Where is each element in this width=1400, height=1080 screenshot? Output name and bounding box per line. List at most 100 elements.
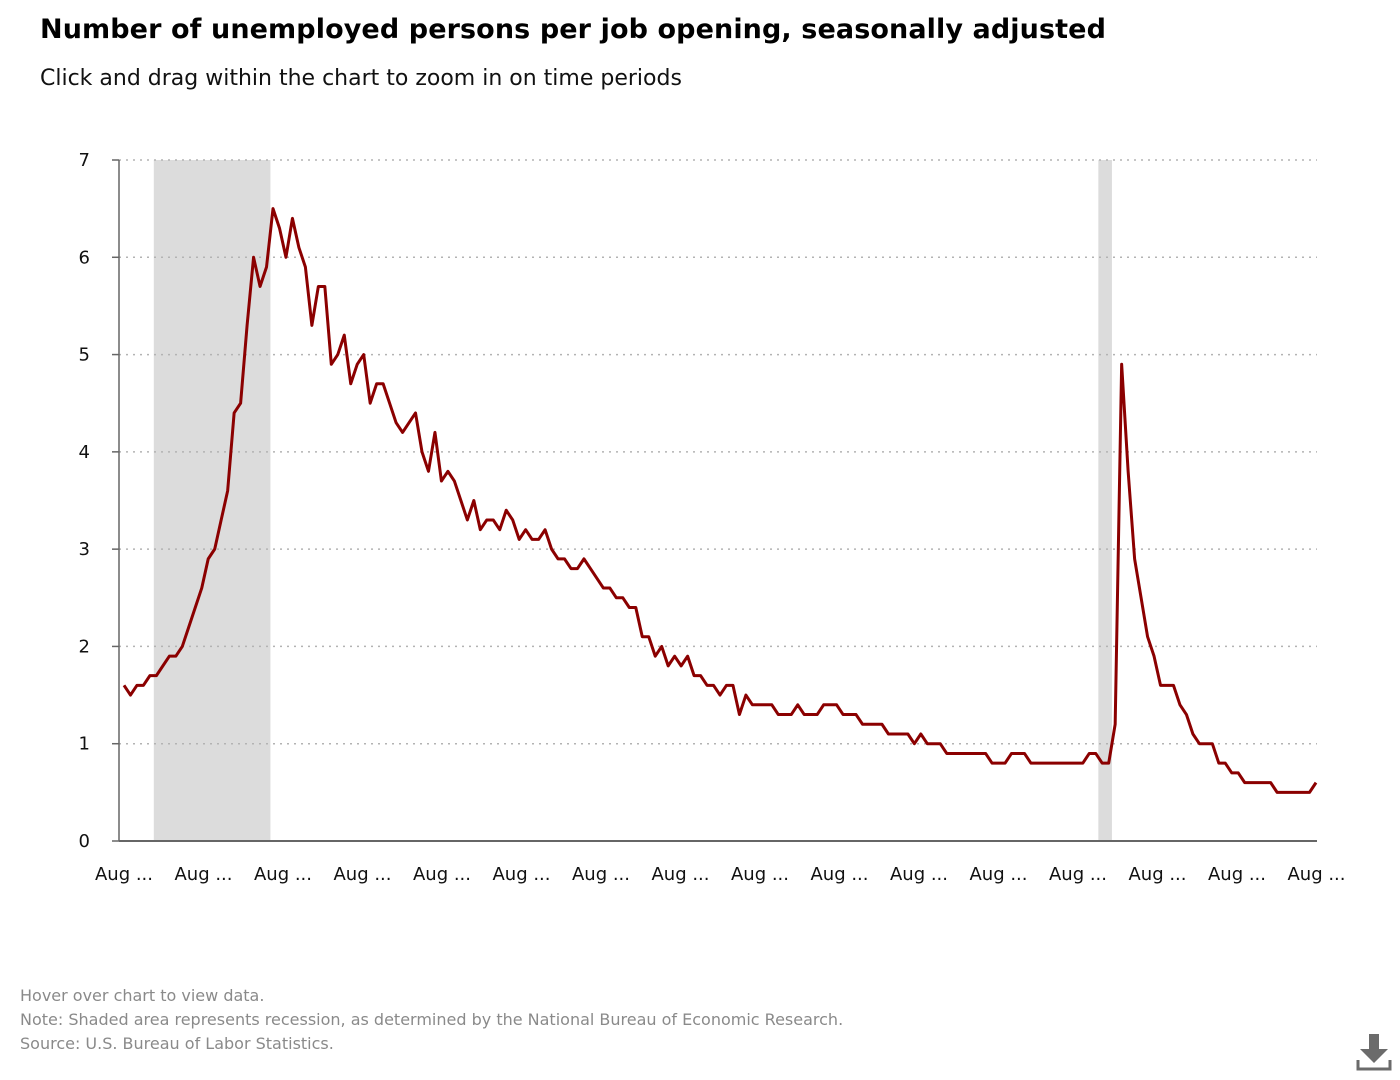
data-point[interactable] <box>218 517 224 523</box>
data-point[interactable] <box>1145 634 1151 640</box>
data-point[interactable] <box>497 527 503 533</box>
data-point[interactable] <box>1041 760 1047 766</box>
data-point[interactable] <box>1216 760 1222 766</box>
data-point[interactable] <box>186 624 192 630</box>
data-point[interactable] <box>795 702 801 708</box>
data-point[interactable] <box>827 702 833 708</box>
data-point[interactable] <box>289 215 295 221</box>
data-point[interactable] <box>562 556 568 562</box>
data-point[interactable] <box>723 682 729 688</box>
data-point[interactable] <box>1164 682 1170 688</box>
data-point[interactable] <box>387 400 393 406</box>
data-point[interactable] <box>121 682 127 688</box>
data-point[interactable] <box>341 332 347 338</box>
data-point[interactable] <box>937 741 943 747</box>
data-point[interactable] <box>944 750 950 756</box>
data-point[interactable] <box>419 449 425 455</box>
data-point[interactable] <box>970 750 976 756</box>
series-layer[interactable] <box>121 206 1319 796</box>
data-point[interactable] <box>911 741 917 747</box>
data-point[interactable] <box>769 702 775 708</box>
data-point[interactable] <box>1015 750 1021 756</box>
data-point[interactable] <box>1138 595 1144 601</box>
data-point[interactable] <box>393 420 399 426</box>
data-point[interactable] <box>1093 750 1099 756</box>
data-point[interactable] <box>749 702 755 708</box>
data-point[interactable] <box>374 381 380 387</box>
data-point[interactable] <box>1209 741 1215 747</box>
data-point[interactable] <box>309 322 315 328</box>
data-point[interactable] <box>1170 682 1176 688</box>
data-point[interactable] <box>1229 770 1235 776</box>
data-point[interactable] <box>536 536 542 542</box>
data-point[interactable] <box>685 653 691 659</box>
data-point[interactable] <box>976 750 982 756</box>
data-point[interactable] <box>840 712 846 718</box>
data-point[interactable] <box>147 673 153 679</box>
data-point[interactable] <box>1268 780 1274 786</box>
data-point[interactable] <box>626 605 632 611</box>
data-point[interactable] <box>1073 760 1079 766</box>
data-point[interactable] <box>600 585 606 591</box>
data-point[interactable] <box>1125 468 1131 474</box>
data-point[interactable] <box>775 712 781 718</box>
data-point[interactable] <box>1248 780 1254 786</box>
data-point[interactable] <box>613 595 619 601</box>
data-point[interactable] <box>432 429 438 435</box>
data-point[interactable] <box>659 643 665 649</box>
data-point[interactable] <box>1287 789 1293 795</box>
data-point[interactable] <box>574 566 580 572</box>
data-point[interactable] <box>581 556 587 562</box>
data-point[interactable] <box>283 254 289 260</box>
data-point[interactable] <box>872 721 878 727</box>
data-point[interactable] <box>1294 789 1300 795</box>
data-point[interactable] <box>1060 760 1066 766</box>
data-point[interactable] <box>704 682 710 688</box>
data-point[interactable] <box>1190 731 1196 737</box>
data-point[interactable] <box>302 264 308 270</box>
data-point[interactable] <box>173 653 179 659</box>
data-point[interactable] <box>1183 712 1189 718</box>
data-point[interactable] <box>1002 760 1008 766</box>
data-point[interactable] <box>1034 760 1040 766</box>
data-point[interactable] <box>400 429 406 435</box>
data-point[interactable] <box>1047 760 1053 766</box>
data-point[interactable] <box>270 206 276 212</box>
data-point[interactable] <box>464 517 470 523</box>
data-point[interactable] <box>438 478 444 484</box>
data-point[interactable] <box>458 498 464 504</box>
data-point[interactable] <box>406 420 412 426</box>
data-point[interactable] <box>477 527 483 533</box>
data-point[interactable] <box>1009 750 1015 756</box>
data-point[interactable] <box>238 400 244 406</box>
data-point[interactable] <box>1300 789 1306 795</box>
data-point[interactable] <box>918 731 924 737</box>
data-point[interactable] <box>127 692 133 698</box>
data-point[interactable] <box>678 663 684 669</box>
data-point[interactable] <box>348 381 354 387</box>
data-point[interactable] <box>1158 682 1164 688</box>
data-point[interactable] <box>788 712 794 718</box>
data-point[interactable] <box>1028 760 1034 766</box>
data-point[interactable] <box>898 731 904 737</box>
data-point[interactable] <box>1106 760 1112 766</box>
data-point[interactable] <box>672 653 678 659</box>
data-point[interactable] <box>885 731 891 737</box>
data-point[interactable] <box>587 566 593 572</box>
data-point[interactable] <box>924 741 930 747</box>
data-point[interactable] <box>510 517 516 523</box>
data-point[interactable] <box>866 721 872 727</box>
data-point[interactable] <box>762 702 768 708</box>
data-point[interactable] <box>361 352 367 358</box>
data-point[interactable] <box>821 702 827 708</box>
series-line[interactable] <box>122 207 1318 794</box>
data-point[interactable] <box>950 750 956 756</box>
data-point[interactable] <box>315 283 321 289</box>
data-point[interactable] <box>1177 702 1183 708</box>
data-point[interactable] <box>244 322 250 328</box>
data-point[interactable] <box>451 478 457 484</box>
data-point[interactable] <box>860 721 866 727</box>
data-point[interactable] <box>367 400 373 406</box>
data-point[interactable] <box>808 712 814 718</box>
data-point[interactable] <box>905 731 911 737</box>
